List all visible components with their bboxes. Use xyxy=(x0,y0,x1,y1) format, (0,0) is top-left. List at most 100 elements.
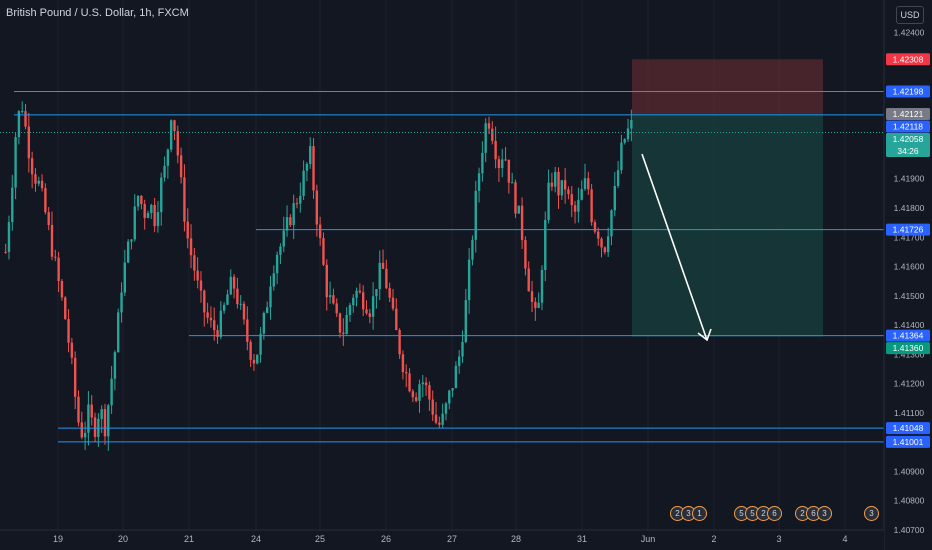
candle-body xyxy=(209,317,213,321)
time-tick-label: 3 xyxy=(776,534,781,544)
candle-body xyxy=(563,180,567,190)
candle-body xyxy=(577,199,580,212)
price-tag-level xyxy=(886,422,930,435)
candle-body xyxy=(146,212,150,219)
symbol-title[interactable]: British Pound / U.S. Dollar, 1h, FXCM xyxy=(6,7,189,19)
candle-body xyxy=(431,399,434,415)
candle-body xyxy=(507,159,511,183)
candle-body xyxy=(143,204,146,219)
candle-body xyxy=(246,319,249,342)
candle-body xyxy=(352,297,355,306)
economic-events-4[interactable]: 3 xyxy=(864,506,879,521)
candle-body xyxy=(315,190,319,225)
candle-body xyxy=(398,330,401,355)
event-bubble[interactable]: 3 xyxy=(817,506,832,521)
candle-body xyxy=(504,159,507,161)
price-tag-entry xyxy=(886,108,930,121)
time-tick-label: 25 xyxy=(315,534,325,544)
candle-body xyxy=(183,177,186,222)
time-tick-label: 28 xyxy=(511,534,521,544)
candle-body xyxy=(606,236,610,253)
bar-countdown: 34:26 xyxy=(897,146,919,156)
take-profit-zone xyxy=(632,114,823,337)
price-tick-label: 1.41200 xyxy=(894,379,925,389)
candle-body xyxy=(206,312,209,318)
candle-body xyxy=(550,182,554,187)
time-tick-label: 2 xyxy=(711,534,716,544)
candle-body xyxy=(249,341,252,360)
candle-body xyxy=(623,139,626,143)
candle-body xyxy=(371,296,375,317)
candle-body xyxy=(587,178,590,190)
candle-body xyxy=(441,413,444,425)
currency-selector[interactable]: USD xyxy=(896,6,924,24)
candle-body xyxy=(335,303,338,314)
event-bubble[interactable]: 3 xyxy=(864,506,879,521)
candle-body xyxy=(7,222,11,253)
candle-body xyxy=(401,354,405,373)
candle-body xyxy=(616,170,620,186)
candle-body xyxy=(73,357,77,397)
candle-body xyxy=(534,301,537,308)
event-bubble[interactable]: 6 xyxy=(767,506,782,521)
candle-body xyxy=(117,312,120,353)
candle-body xyxy=(107,405,110,437)
candle-body xyxy=(173,120,176,132)
price-tick-label: 1.41900 xyxy=(894,174,925,184)
candle-body xyxy=(365,309,368,314)
candle-body xyxy=(279,246,282,255)
candle-body xyxy=(322,238,325,265)
candle-body xyxy=(153,204,156,227)
candle-body xyxy=(295,203,299,205)
candle-body xyxy=(411,391,415,398)
candle-body xyxy=(501,159,504,169)
candle-body xyxy=(567,189,570,195)
candle-body xyxy=(457,356,461,366)
time-tick-label: 31 xyxy=(577,534,587,544)
candle-body xyxy=(216,330,219,338)
price-tick-label: 1.40900 xyxy=(894,466,925,476)
candle-body xyxy=(497,159,501,169)
candle-body xyxy=(156,212,160,227)
candle-body xyxy=(120,292,123,313)
candle-body xyxy=(471,239,474,260)
time-tick-label: 19 xyxy=(53,534,63,544)
candle-body xyxy=(252,359,256,364)
candle-body xyxy=(461,341,464,357)
candle-body xyxy=(199,280,203,291)
candle-body xyxy=(77,396,80,423)
candle-body xyxy=(613,185,616,211)
price-tag-label: 1.41726 xyxy=(893,225,924,235)
candle-body xyxy=(163,165,166,178)
candle-body xyxy=(355,290,358,298)
candle-body xyxy=(289,217,292,225)
candle-body xyxy=(414,397,418,401)
candle-body xyxy=(24,111,27,127)
candle-body xyxy=(537,302,540,308)
candle-body xyxy=(34,174,37,184)
price-tag-level xyxy=(886,329,930,342)
candle-body xyxy=(21,111,24,113)
event-bubble[interactable]: 1 xyxy=(692,506,707,521)
candle-body xyxy=(626,128,630,140)
candle-body xyxy=(189,238,193,256)
candle-body xyxy=(342,332,345,334)
price-tag-label: 1.42118 xyxy=(893,122,923,132)
candle-body xyxy=(520,205,524,241)
candle-body xyxy=(424,382,428,386)
candle-body xyxy=(517,205,520,214)
candle-body xyxy=(302,170,305,196)
candle-body xyxy=(454,365,458,389)
candle-body xyxy=(547,182,550,220)
candle-body xyxy=(179,155,183,178)
candle-body xyxy=(83,432,87,438)
price-tick-label: 1.41700 xyxy=(894,232,925,242)
candle-body xyxy=(590,189,593,223)
candle-body xyxy=(285,217,289,231)
price-tag-label: 1.42121 xyxy=(893,109,924,119)
candle-body xyxy=(477,173,481,191)
